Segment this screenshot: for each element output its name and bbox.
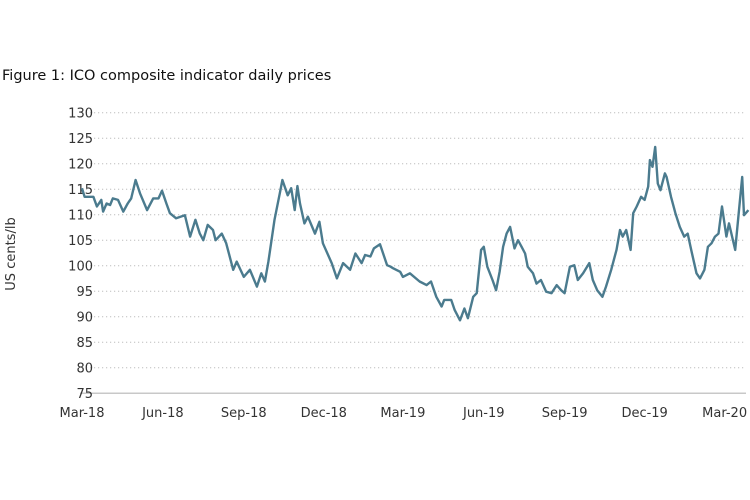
y-axis-label: US cents/lb [4,217,19,290]
y-tick-label: 75 [76,387,93,402]
chart-title: Figure 1: ICO composite indicator daily … [2,68,332,84]
x-tick-label: Jun-18 [141,406,184,421]
y-tick-label: 95 [76,285,93,300]
y-tick-label: 110 [68,209,93,224]
x-tick-label: Sep-18 [221,406,267,421]
series [80,145,750,322]
y-tick-labels: 75 80 85 90 95 100 105 110 115 120 125 130 [68,107,93,403]
x-tick-labels: Mar-18 Jun-18 Sep-18 Dec-18 Mar-19 Jun-19 Sep-… [60,406,748,421]
y-tick-label: 115 [68,183,93,198]
x-tick-label: Jun-19 [462,406,505,421]
x-tick-label: Dec-18 [301,406,347,421]
y-tick-label: 130 [68,107,93,122]
y-tick-label: 125 [68,132,93,147]
y-tick-label: 120 [68,158,93,173]
y-tick-label: 100 [68,260,93,275]
x-tick-label: Mar-20 [702,406,747,421]
x-tick-label: Sep-19 [542,406,588,421]
y-tick-label: 85 [76,336,93,351]
x-tick-label: Dec-19 [621,406,667,421]
x-tick-label: Mar-18 [60,406,105,421]
series-line [80,145,750,322]
y-tick-label: 80 [76,362,93,377]
y-tick-label: 90 [76,311,93,326]
gridlines [80,112,746,394]
x-tick-label: Mar-19 [380,406,425,421]
y-tick-label: 105 [68,234,93,249]
